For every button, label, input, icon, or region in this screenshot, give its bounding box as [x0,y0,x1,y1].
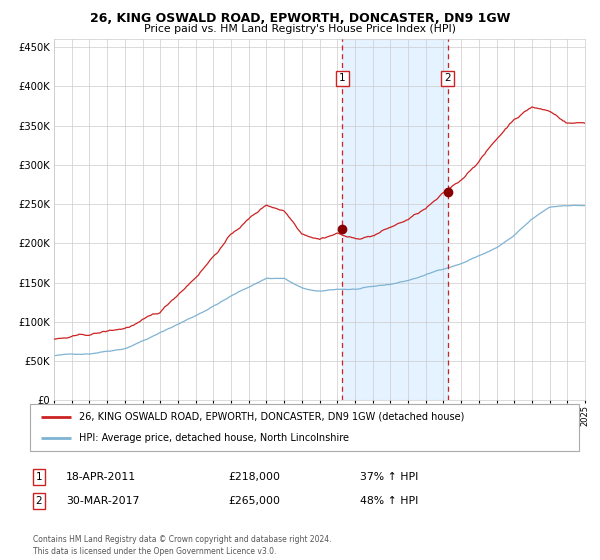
Text: 26, KING OSWALD ROAD, EPWORTH, DONCASTER, DN9 1GW (detached house): 26, KING OSWALD ROAD, EPWORTH, DONCASTER… [79,412,465,422]
Text: Price paid vs. HM Land Registry's House Price Index (HPI): Price paid vs. HM Land Registry's House … [144,24,456,34]
Text: 48% ↑ HPI: 48% ↑ HPI [360,496,418,506]
Text: 1: 1 [339,73,346,83]
Text: 26, KING OSWALD ROAD, EPWORTH, DONCASTER, DN9 1GW: 26, KING OSWALD ROAD, EPWORTH, DONCASTER… [90,12,510,25]
FancyBboxPatch shape [30,404,579,451]
Bar [343,39,448,400]
Text: £218,000: £218,000 [228,472,280,482]
Text: Contains HM Land Registry data © Crown copyright and database right 2024.
This d: Contains HM Land Registry data © Crown c… [33,535,331,556]
Text: 37% ↑ HPI: 37% ↑ HPI [360,472,418,482]
Text: 30-MAR-2017: 30-MAR-2017 [66,496,139,506]
Text: 2: 2 [445,73,451,83]
Text: HPI: Average price, detached house, North Lincolnshire: HPI: Average price, detached house, Nort… [79,433,349,444]
Text: 18-APR-2011: 18-APR-2011 [66,472,136,482]
Text: 1: 1 [35,472,43,482]
Text: £265,000: £265,000 [228,496,280,506]
Text: 2: 2 [35,496,43,506]
